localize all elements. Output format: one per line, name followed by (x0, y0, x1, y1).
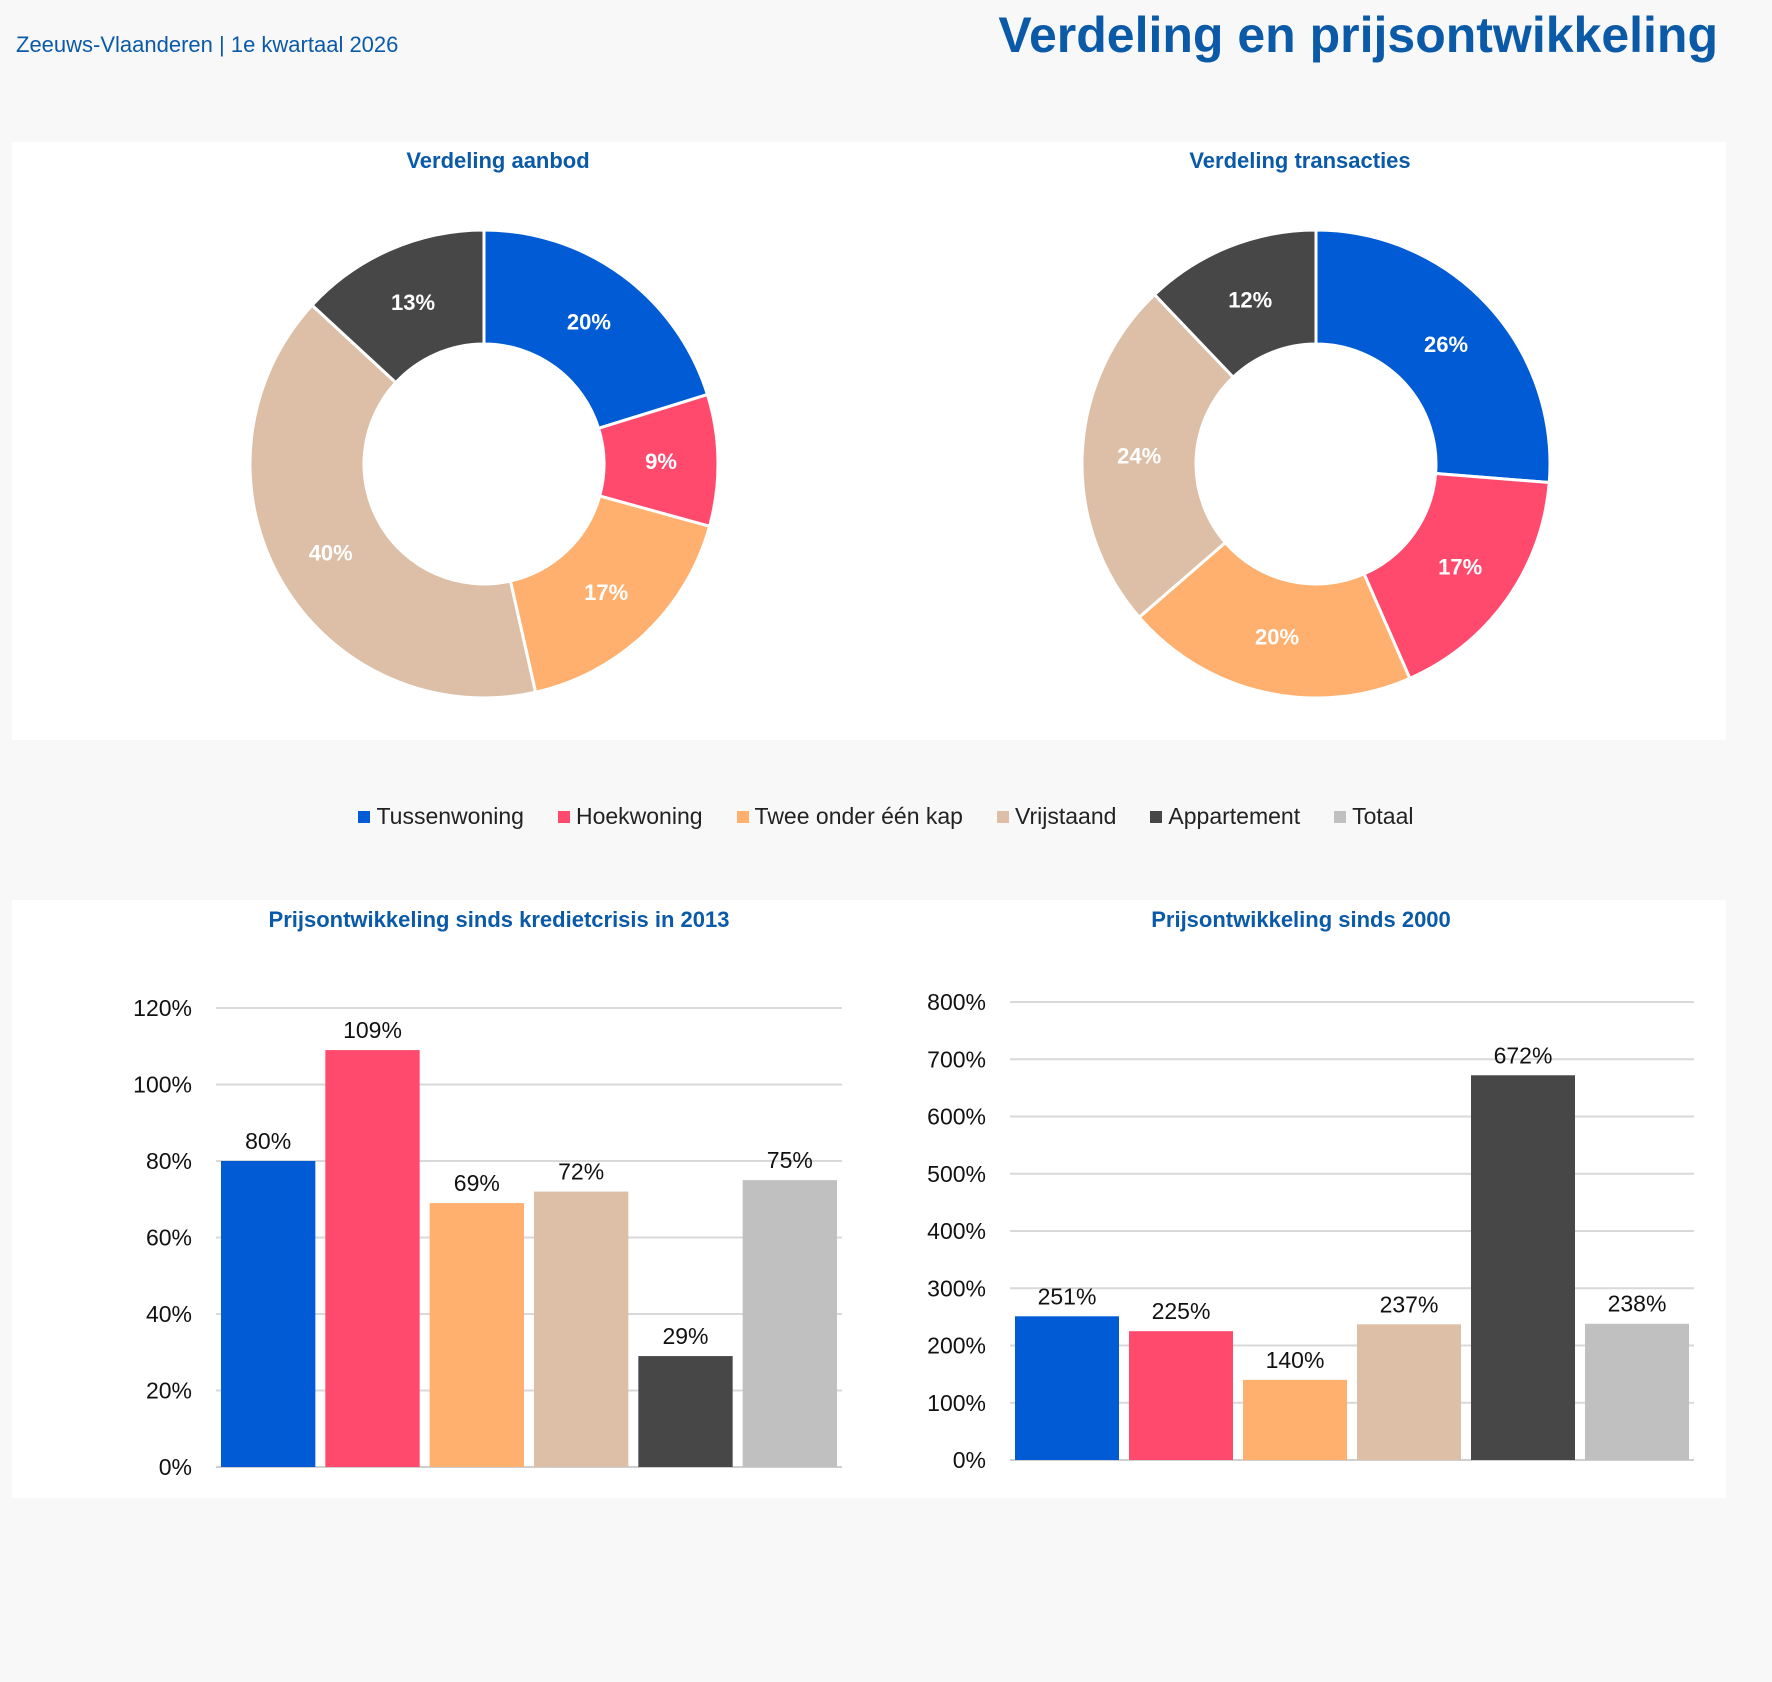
bar-data-label: 140% (1266, 1347, 1325, 1373)
bar-hoekwoning (325, 1050, 420, 1467)
y-tick-label: 100% (927, 1390, 986, 1416)
bar-twee-onder-een-kap (1243, 1379, 1347, 1460)
legend-item-vrijstaand: Vrijstaand (996, 803, 1117, 830)
y-tick-label: 60% (146, 1225, 192, 1251)
bar-vrijstaand (1357, 1324, 1461, 1460)
bar-hoekwoning (1129, 1331, 1233, 1460)
legend-label: Totaal (1352, 803, 1414, 829)
bar-data-label: 80% (245, 1128, 291, 1154)
y-tick-label: 800% (927, 989, 986, 1015)
y-tick-label: 700% (927, 1046, 986, 1072)
y-tick-label: 80% (146, 1148, 192, 1174)
bar-appartement (1471, 1075, 1575, 1460)
legend-item-totaal: Totaal (1334, 803, 1414, 830)
pie-slice-appartement (1152, 228, 1318, 380)
y-tick-label: 200% (927, 1333, 986, 1359)
legend-label: Hoekwoning (575, 803, 703, 829)
pie-data-label: 26% (1424, 332, 1468, 357)
bar-appartement (638, 1356, 733, 1467)
legend-swatch (557, 810, 570, 823)
chart-kredietcrisis: Prijsontwikkeling sinds kredietcrisis in… (133, 907, 842, 1480)
pie-slice-vrijstaand (1080, 292, 1236, 620)
legend-item-twee-onder-een-kap: Twee onder één kap (736, 803, 963, 830)
pie-data-label: 40% (309, 541, 353, 566)
chart-sinds-2000-panel: Prijsontwikkeling sinds 2000 0% 100% 200% 30… (874, 900, 1726, 1498)
y-tick-label: 500% (927, 1161, 986, 1187)
bar-data-label: 672% (1494, 1042, 1553, 1068)
y-tick-label: 600% (927, 1104, 986, 1130)
bar-data-label: 69% (454, 1170, 500, 1196)
chart-title: Prijsontwikkeling sinds kredietcrisis in… (269, 907, 730, 932)
legend-label: Twee onder één kap (754, 803, 963, 829)
bar-data-label: 251% (1038, 1283, 1097, 1309)
bar-data-label: 72% (558, 1159, 604, 1185)
y-tick-label: 20% (146, 1378, 192, 1404)
chart-transacties: Verdeling transacties 26% 17% 20% 24% 12% (1080, 148, 1552, 700)
pie-data-label: 17% (584, 580, 628, 605)
pie-data-label: 9% (645, 449, 677, 474)
pie-slice-tussenwoning (482, 228, 710, 431)
bar-data-label: 238% (1608, 1291, 1667, 1317)
legend-item-appartement: Appartement (1150, 803, 1300, 830)
legend-swatch (1150, 810, 1163, 823)
pie-data-label: 20% (567, 309, 611, 334)
legend-item-hoekwoning: Hoekwoning (557, 803, 703, 830)
bar-vrijstaand (534, 1191, 629, 1467)
legend-swatch (1334, 810, 1347, 823)
legend-label: Appartement (1168, 803, 1301, 829)
chart-title: Prijsontwikkeling sinds 2000 (1151, 907, 1451, 932)
y-tick-label: 0% (159, 1454, 192, 1480)
bar-data-label: 29% (662, 1323, 708, 1349)
chart-aanbod: Verdeling aanbod 20% 9% 17% 40% 13% (248, 148, 720, 700)
pie-data-label: 12% (1228, 288, 1272, 313)
y-tick-label: 40% (146, 1301, 192, 1327)
chart-title: Verdeling transacties (1189, 148, 1410, 173)
legend-swatch (736, 810, 749, 823)
legend-swatch (358, 810, 371, 823)
pie-data-label: 20% (1255, 625, 1299, 650)
bar-tussenwoning (1015, 1316, 1119, 1460)
bar-data-label: 225% (1152, 1298, 1211, 1324)
pie-data-label: 13% (391, 290, 435, 315)
chart-kredietcrisis-panel: Prijsontwikkeling sinds kredietcrisis in… (12, 900, 874, 1498)
chart-title: Verdeling aanbod (406, 148, 589, 173)
pie-slice-hoekwoning (1362, 471, 1551, 681)
chart-sinds-2000: Prijsontwikkeling sinds 2000 0% 100% 200% 30… (927, 907, 1694, 1473)
page-title: Verdeling en prijsontwikkeling (998, 7, 1718, 63)
bar-data-label: 237% (1380, 1291, 1439, 1317)
pie-slice-vrijstaand (248, 303, 538, 700)
bar-totaal (742, 1180, 837, 1467)
pie-slice-appartement (309, 228, 486, 385)
legend-item-tussenwoning: Tussenwoning (358, 803, 524, 830)
pie-data-label: 17% (1438, 555, 1482, 580)
legend-label: Tussenwoning (376, 803, 524, 829)
bar-data-label: 75% (767, 1147, 813, 1173)
y-tick-label: 400% (927, 1218, 986, 1244)
bar-totaal (1585, 1323, 1689, 1460)
pie-slice-twee-onder-een-kap (1137, 540, 1412, 700)
chart-transacties-panel: Verdeling transacties 26% 17% 20% 24% 12% (874, 142, 1726, 740)
pie-data-label: 24% (1117, 444, 1161, 469)
report-subtitle: Zeeuws-Vlaanderen | 1e kwartaal 2026 (16, 32, 399, 57)
bar-tussenwoning (221, 1161, 316, 1467)
y-tick-label: 100% (133, 1072, 192, 1098)
bar-twee-onder-een-kap (429, 1203, 524, 1467)
legend-swatch (996, 810, 1009, 823)
chart-legend: Tussenwoning Hoekwoning Twee onder één kap… (0, 803, 1772, 830)
bar-data-label: 109% (343, 1017, 402, 1043)
y-tick-label: 120% (133, 995, 192, 1021)
pie-slice-twee-onder-een-kap (508, 494, 712, 695)
chart-aanbod-panel: Verdeling aanbod 20% 9% 17% 40% 13% (12, 142, 874, 740)
legend-label: Vrijstaand (1014, 803, 1117, 829)
y-tick-label: 300% (927, 1275, 986, 1301)
pie-slice-tussenwoning (1314, 228, 1552, 485)
y-tick-label: 0% (953, 1447, 986, 1473)
